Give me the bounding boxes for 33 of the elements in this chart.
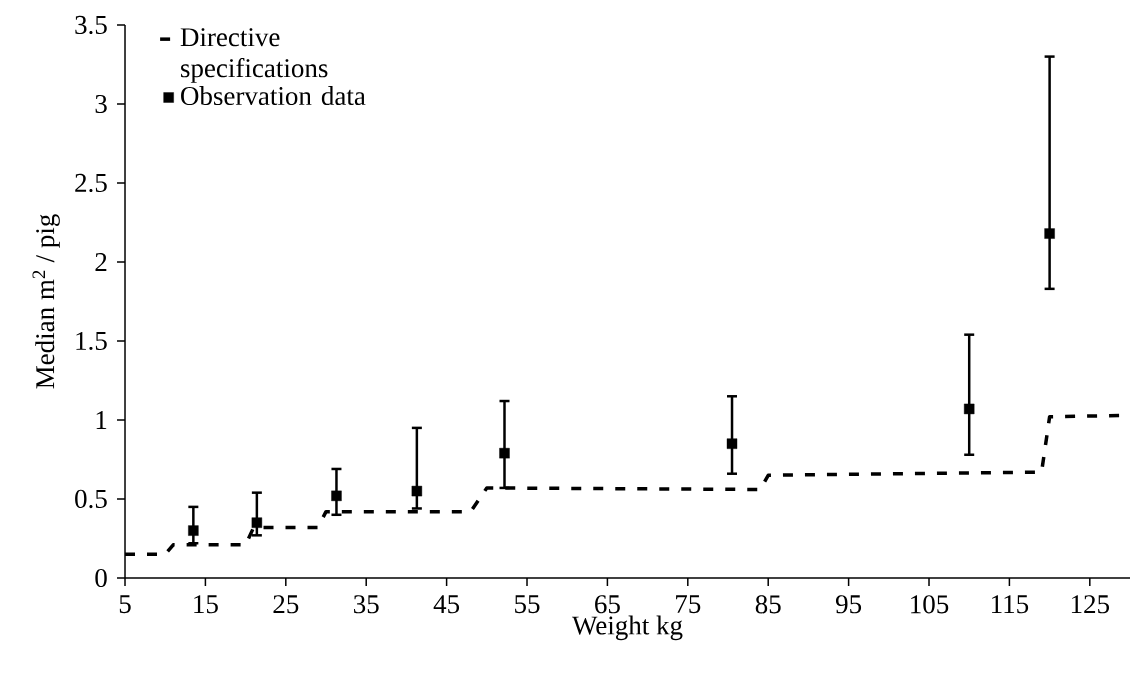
x-tick-label: 25 <box>273 595 299 614</box>
y-tick-label: 3.5 <box>75 15 107 35</box>
point <box>1044 228 1055 239</box>
point <box>188 525 199 536</box>
y-tick-label: 2.5 <box>75 173 107 193</box>
x-tick-label: 85 <box>755 595 781 614</box>
point <box>726 438 738 449</box>
legend-label: Directive specifications <box>180 28 328 83</box>
x-tick-label: 65 <box>595 595 620 614</box>
legend-label: Observation data <box>181 86 366 106</box>
x-tick-label: 75 <box>676 595 701 614</box>
y-tick-label: 2 <box>95 253 107 271</box>
x-tick-label: 105 <box>911 595 949 614</box>
x-tick-label: 35 <box>353 595 379 614</box>
x-tick-label: 15 <box>194 595 218 614</box>
y-tick-label: 1.5 <box>76 331 107 351</box>
x-tick-label: 115 <box>992 595 1029 614</box>
point <box>499 447 510 459</box>
x-tick-label: 55 <box>515 595 540 614</box>
point <box>251 517 263 528</box>
x-tick-label: 125 <box>1071 595 1110 614</box>
y-tick-label: 1 <box>96 411 107 429</box>
x-tick-label: 45 <box>433 595 460 614</box>
y-tick-label: 0 <box>95 568 107 588</box>
point <box>331 490 342 502</box>
y-tick-label: 3 <box>95 94 107 114</box>
point <box>411 485 423 497</box>
x-axis-title: Weight kg <box>572 615 683 641</box>
point <box>964 403 975 415</box>
y-tick-label: 0.5 <box>75 489 107 509</box>
x-tick-label: 5 <box>119 595 131 614</box>
x-tick-label: 95 <box>835 595 862 614</box>
y-axis-title: Median m$^{2}$ / pig <box>32 214 60 389</box>
